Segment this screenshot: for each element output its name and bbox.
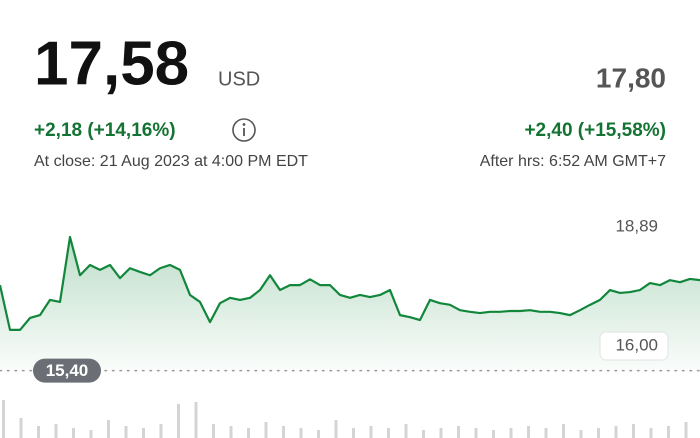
volume-bar: [2, 400, 5, 438]
volume-bar: [72, 428, 75, 438]
volume-bar: [124, 426, 128, 438]
volume-bar: [107, 420, 110, 438]
volume-bar: [19, 418, 23, 438]
volume-bar: [54, 424, 58, 438]
after-price: 17,80: [596, 62, 666, 93]
volume-bar: [527, 426, 530, 438]
volume-bar: [439, 428, 443, 438]
close-time: At close: 21 Aug 2023 at 4:00 PM EDT: [34, 153, 308, 170]
volume-bar: [89, 430, 93, 438]
area: [0, 237, 700, 371]
volume-bar: [404, 424, 408, 438]
volume-bar: [229, 426, 233, 438]
volume-bar: [492, 430, 495, 438]
change: +2,18 (+14,16%): [34, 120, 176, 141]
volume-bar: [562, 424, 565, 438]
volume-bar: [457, 426, 460, 438]
volume-bar: [387, 428, 390, 438]
volume-bar: [334, 420, 338, 438]
volume-bar: [194, 402, 198, 438]
volume-bar: [282, 426, 285, 438]
tick-box: [599, 331, 669, 361]
volume-bar: [422, 430, 425, 438]
volume-bar: [142, 428, 145, 438]
volume-bar: [37, 426, 40, 438]
reference-pill: [33, 358, 101, 383]
volume-bar: [509, 428, 513, 438]
volume-bar: [317, 430, 320, 438]
volume-bar: [649, 428, 653, 438]
volume-bar: [632, 424, 635, 438]
info-icon[interactable]: [232, 118, 256, 142]
volume-bar: [614, 426, 618, 438]
volume-bar: [474, 428, 478, 438]
chart: 18,89 16,00 15,40: [0, 217, 700, 438]
volume-bar: [369, 426, 373, 438]
currency: USD: [218, 68, 260, 90]
volume-bar: [352, 428, 355, 438]
volume-bar: [299, 428, 303, 438]
y-tick-label: 16,00: [615, 335, 658, 354]
volume-bar: [579, 430, 583, 438]
volume-bar: [264, 422, 268, 438]
volume-bar: [177, 404, 180, 438]
y-tick-label: 18,89: [615, 217, 658, 236]
after-time: After hrs: 6:52 AM GMT+7: [480, 153, 666, 170]
price-line: [0, 235, 700, 332]
volume-bar: [667, 426, 670, 438]
volume-bar: [159, 424, 163, 438]
reference-label: 15,40: [46, 361, 89, 380]
volume-bar: [684, 422, 688, 438]
volume-bar: [247, 428, 250, 438]
volume-bar: [544, 428, 548, 438]
after-change: +2,40 (+15,58%): [524, 120, 666, 141]
price: 17,58: [34, 29, 189, 98]
volume-bar: [597, 428, 600, 438]
volume-bar: [212, 424, 215, 438]
